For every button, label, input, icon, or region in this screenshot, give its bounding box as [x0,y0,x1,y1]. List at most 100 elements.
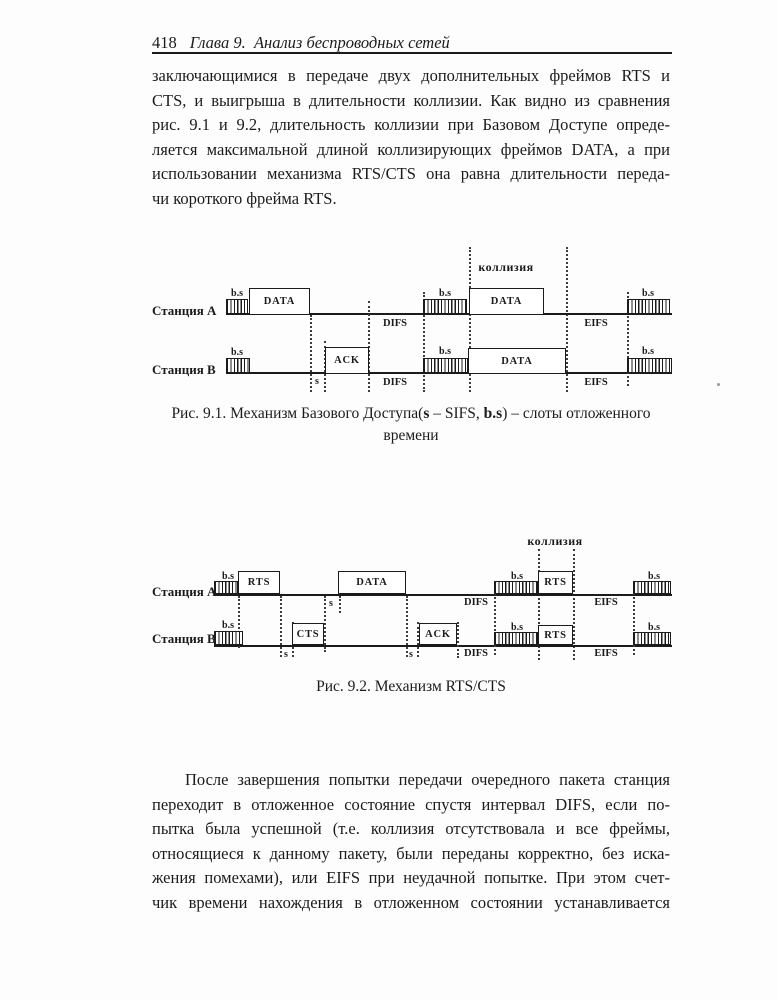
eifs-label: EIFS [584,318,608,329]
dotted-guide-line [494,589,496,655]
dotted-guide-line [339,596,341,613]
difs-label: DIFS [464,597,488,608]
backoff-slots-hatch [633,581,671,594]
caption-bold-bs: b.s [483,405,503,422]
collision-end-guide-line [566,247,568,392]
dotted-guide-line [627,292,629,386]
text-line: жения помехами), или EIFS при неудачной … [152,868,670,887]
difs-label: DIFS [383,318,407,329]
dotted-guide-line [406,596,408,657]
collision-label: коллизия [478,260,534,274]
caption-text: Рис. 9.1. Механизм Базового Доступа( [171,405,424,422]
collision-label: коллизия [527,534,583,548]
collision-start-guide-line [538,549,540,660]
eifs-label: EIFS [594,597,618,608]
timeline-station-a [214,594,672,596]
frame-box-rts: RTS [538,625,573,645]
sifs-label: s [409,649,413,660]
collision-start-guide-line [469,247,471,392]
bs-label: b.s [439,346,451,357]
backoff-slots-hatch [423,358,468,373]
bs-label: b.s [642,288,654,299]
paragraph-2: После завершения попытки передачи очеред… [152,768,670,915]
backoff-slots-hatch [214,631,243,645]
dotted-guide-line [368,301,370,392]
page-number: 418 [152,33,177,52]
bs-label: b.s [648,622,660,633]
caption-text: – SIFS, [429,405,484,422]
bs-label: b.s [648,571,660,582]
backoff-slots-hatch [214,581,238,594]
backoff-slots-hatch [633,632,671,645]
bs-label: b.s [642,346,654,357]
bs-label: b.s [231,347,243,358]
page-header: 418 Глава 9. Анализ беспроводных сетей [152,33,672,53]
figure-9-1-caption: Рис. 9.1. Механизм Базового Доступа(s – … [152,403,670,447]
backoff-slots-hatch [423,299,467,314]
dotted-guide-line [280,596,282,657]
station-b-label: Станция B [152,362,216,377]
timeline-station-b [226,372,672,374]
bs-label: b.s [222,571,234,582]
frame-box-data: DATA [338,571,406,594]
frame-box-ack: ACK [419,623,457,645]
paragraph-1: заключающимися в передаче двух дополните… [152,64,670,211]
text-line: относящиеся к данному пакету, были перед… [152,843,670,863]
text-line: переходит в отложенное состояние спустя … [152,794,670,814]
frame-box-data: DATA [468,348,566,374]
bs-label: b.s [511,622,523,633]
backoff-slots-hatch [627,299,670,314]
dotted-guide-line [633,581,635,655]
caption-line: времени [383,427,439,444]
frame-box-data: DATA [249,288,310,315]
bs-label: b.s [439,288,451,299]
frame-box-ack: ACK [325,347,369,374]
dotted-guide-line [310,315,312,392]
dotted-guide-line [238,596,240,648]
text-line: чи короткого фрейма RTS. [152,188,337,208]
dotted-guide-line [417,622,419,657]
chapter-title: Глава 9. Анализ беспроводных сетей [189,33,450,52]
backoff-slots-hatch [627,358,672,373]
text-line: заключающимися в передаче двух дополните… [152,66,670,85]
dotted-guide-line [423,292,425,392]
figure-9-2-caption: Рис. 9.2. Механизм RTS/CTS [316,678,506,695]
frame-box-cts: CTS [292,623,324,645]
eifs-label: EIFS [594,648,618,659]
backoff-slots-hatch [494,581,538,594]
frame-box-rts: RTS [238,571,280,594]
bs-label: b.s [231,288,243,299]
backoff-slots-hatch [494,632,538,645]
difs-label: DIFS [383,377,407,388]
backoff-slots-hatch [226,299,248,314]
frame-box-data: DATA [469,288,544,315]
eifs-label: EIFS [584,377,608,388]
station-a-label: Станция A [152,303,217,318]
sifs-label: s [315,376,319,387]
caption-bold-s: s [423,405,430,422]
text-line: рис. 9.1 и 9.2, длительность коллизии пр… [152,115,670,134]
header-rule [152,52,672,54]
bs-label: b.s [222,620,234,631]
caption-text: ) – слоты отложенного [502,405,651,422]
station-b-label: Станция B [152,631,216,646]
difs-label: DIFS [464,648,488,659]
text-line: CTS, и выигрыша в длительности коллизии.… [152,90,670,110]
timeline-station-a [226,313,672,315]
text-line: После завершения попытки передачи очеред… [185,770,670,789]
text-line: использовании механизма RTS/CTS она равн… [152,164,670,183]
station-a-label: Станция A [152,584,217,599]
timeline-station-b [214,645,672,647]
dotted-guide-line [324,596,326,652]
scan-speck [717,383,720,386]
text-line: пытка была успешной (т.е. коллизия отсут… [152,819,670,838]
frame-box-rts: RTS [538,571,573,594]
backoff-slots-hatch [226,358,250,373]
text-line: ляется максимальной длиной коллизирующих… [152,139,670,159]
text-line: чик времени нахождения в отложенном сост… [152,892,670,912]
dotted-guide-line [457,622,459,658]
collision-end-guide-line [573,549,575,660]
sifs-label: s [329,598,333,609]
caption-line: Рис. 9.1. Механизм Базового Доступа(s – … [152,403,670,425]
